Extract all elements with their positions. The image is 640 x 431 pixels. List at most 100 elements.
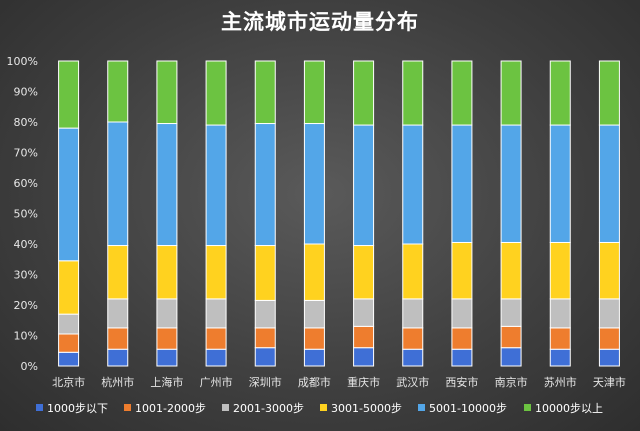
bar-segment (156, 245, 178, 300)
bar-segment (205, 327, 227, 350)
bar-segment (549, 298, 571, 329)
x-tick-label: 广州市 (200, 375, 233, 389)
x-tick-label: 北京市 (52, 375, 85, 389)
y-tick-label: 100% (7, 55, 38, 68)
legend-label: 3001-5000步 (331, 402, 402, 415)
bar-segment (303, 60, 325, 125)
x-tick-label: 南京市 (495, 375, 528, 389)
legend-swatch (320, 404, 327, 411)
bar-segment (254, 299, 276, 329)
x-tick-label: 深圳市 (249, 375, 282, 389)
bar-segment (58, 60, 80, 129)
bar-segment (205, 245, 227, 300)
bar-segment (451, 241, 473, 300)
bar-segment (451, 124, 473, 243)
bar-segment (598, 327, 620, 350)
bar-segment (353, 60, 375, 126)
bar-segment (500, 325, 522, 349)
bar-segment (353, 347, 375, 367)
x-tick-label: 武汉市 (396, 375, 429, 389)
legend-label: 10000步以上 (535, 402, 603, 415)
x-tick-label: 天津市 (593, 375, 626, 389)
legend-label: 2001-3000步 (233, 402, 304, 415)
bar-segment (58, 333, 80, 353)
bar-segment (303, 123, 325, 245)
legend-swatch (524, 404, 531, 411)
legend-label: 1000步以下 (47, 402, 108, 415)
bar-segment (451, 348, 473, 367)
bar-segment (402, 348, 424, 367)
bar-segment (205, 60, 227, 126)
legend-swatch (36, 404, 43, 411)
bar-segment (598, 60, 620, 126)
bar-segment (303, 327, 325, 350)
y-tick-label: 90% (14, 86, 38, 99)
legend-swatch (124, 404, 131, 411)
bar-segment (451, 327, 473, 350)
bar-segment (451, 60, 473, 126)
bar-segment (353, 298, 375, 327)
bar-segment (156, 327, 178, 350)
bar-segment (205, 298, 227, 329)
bar-segment (303, 243, 325, 301)
bar-segment (402, 243, 424, 300)
bar-segment (402, 327, 424, 350)
bar-segment (598, 298, 620, 329)
legend-swatch (222, 404, 229, 411)
bar-segment (598, 348, 620, 367)
bar-segment (500, 241, 522, 300)
bar-segment (156, 123, 178, 247)
bar-segment (107, 327, 129, 350)
bar-segment (254, 123, 276, 247)
y-tick-label: 30% (14, 269, 38, 282)
bar-segment (549, 124, 571, 243)
bar-segment (58, 260, 80, 315)
legend-label: 1001-2000步 (135, 402, 206, 415)
x-tick-label: 上海市 (150, 375, 183, 389)
y-tick-label: 10% (14, 330, 38, 343)
bar-segment (598, 124, 620, 243)
x-tick-label: 苏州市 (544, 375, 577, 389)
bar-segment (549, 348, 571, 367)
bar-segment (353, 124, 375, 247)
bar-segment (156, 298, 178, 329)
bar-segment (107, 121, 129, 247)
legend-swatch (418, 404, 425, 411)
bar-segment (451, 298, 473, 329)
bar-segment (107, 245, 129, 300)
y-tick-label: 50% (14, 208, 38, 221)
bar-segment (205, 124, 227, 247)
y-tick-label: 80% (14, 116, 38, 129)
bar-segment (353, 325, 375, 349)
x-tick-label: 西安市 (445, 375, 478, 389)
bar-segment (402, 60, 424, 126)
bar-segment (303, 299, 325, 329)
x-tick-label: 成都市 (298, 375, 331, 389)
bar-segment (500, 298, 522, 327)
y-tick-label: 40% (14, 238, 38, 251)
bar-segment (107, 60, 129, 123)
y-tick-label: 60% (14, 177, 38, 190)
bar-segment (107, 298, 129, 329)
bar-segment (402, 298, 424, 329)
y-tick-label: 70% (14, 147, 38, 160)
bar-segment (500, 347, 522, 367)
chart-title: 主流城市运动量分布 (221, 10, 419, 34)
bar-segment (549, 60, 571, 126)
bar-segment (107, 348, 129, 367)
bar-segment (254, 245, 276, 301)
bar-segment (303, 348, 325, 367)
bar-segment (58, 351, 80, 367)
y-tick-label: 0% (21, 360, 38, 373)
legend-label: 5001-10000步 (429, 402, 507, 415)
bar-segment (254, 327, 276, 349)
bar-segment (58, 313, 80, 335)
bar-segment (254, 60, 276, 125)
x-tick-label: 杭州市 (101, 375, 134, 389)
bar-segment (58, 127, 80, 262)
bar-segment (549, 327, 571, 350)
bar-segment (598, 241, 620, 300)
bar-segment (254, 347, 276, 367)
